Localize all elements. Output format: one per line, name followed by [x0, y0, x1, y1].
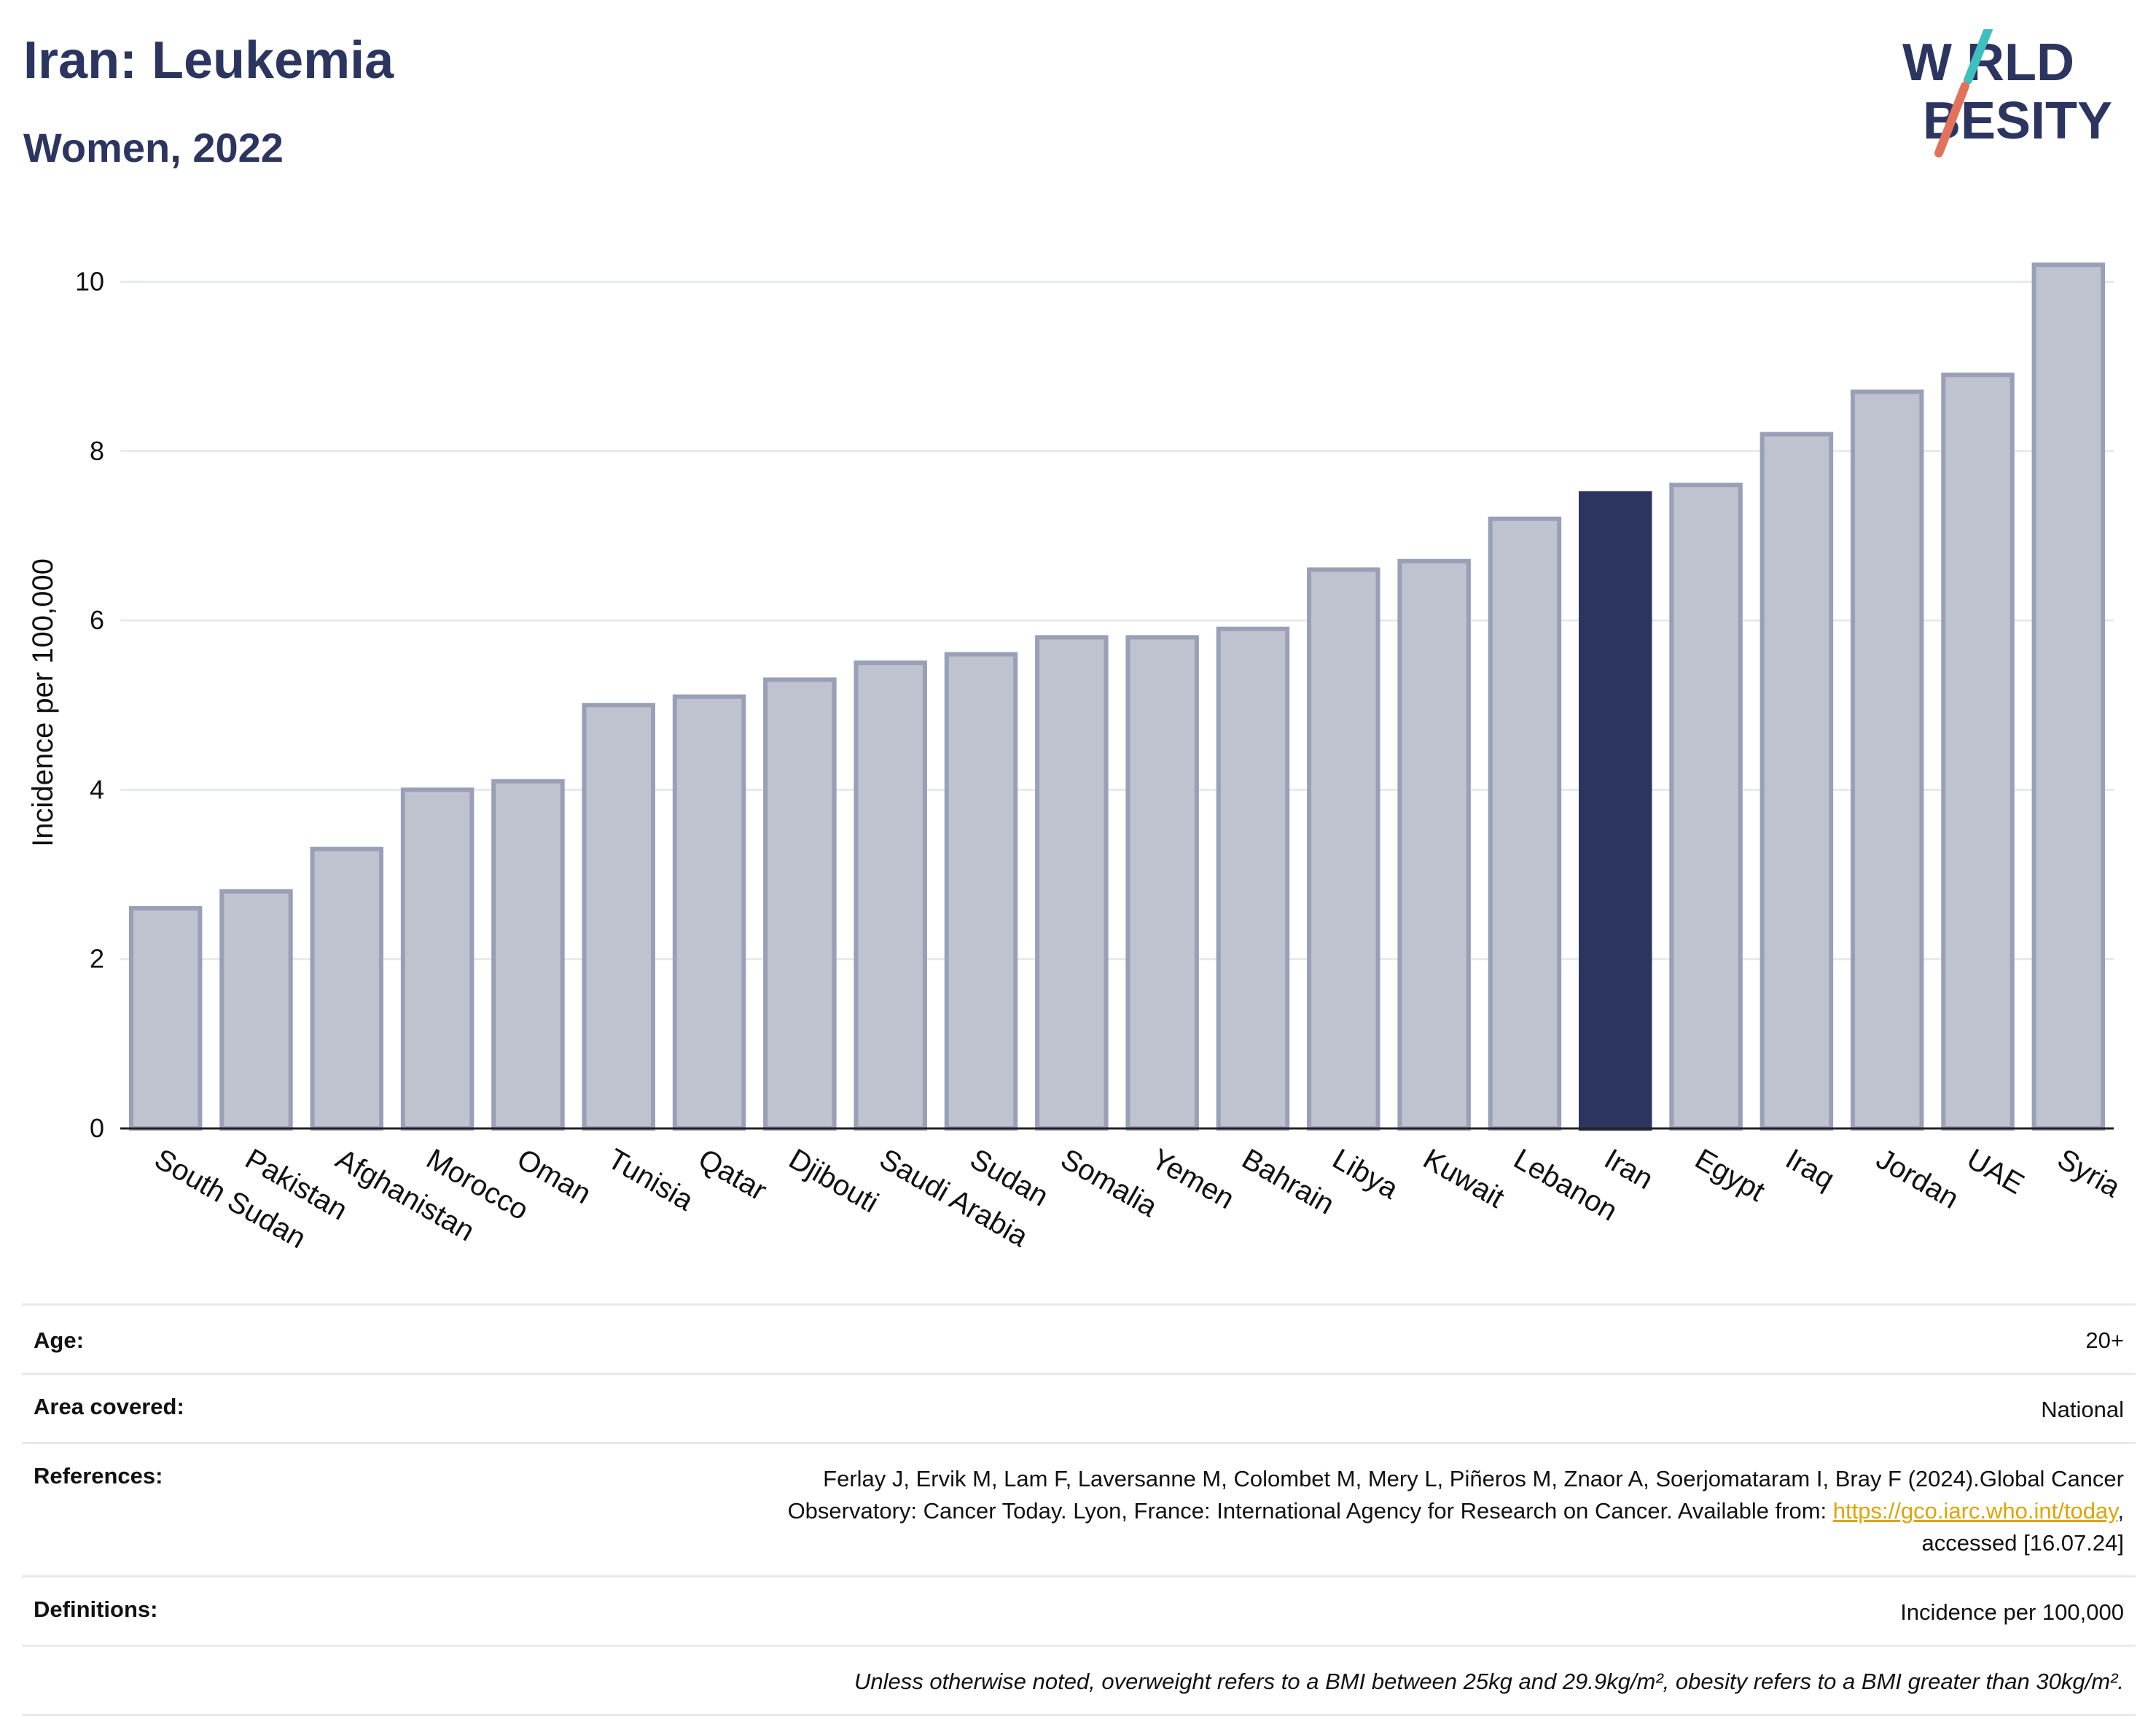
bar-libya[interactable]: [1307, 567, 1380, 1131]
info-row-definitions: Definitions: Incidence per 100,000: [22, 1575, 2136, 1645]
y-tick-label: 8: [90, 436, 104, 466]
x-tick-label: Tunisia: [602, 1143, 699, 1217]
references-line2-post: ,: [2117, 1498, 2124, 1524]
x-tick-label: Jordan: [1871, 1143, 1964, 1215]
x-tick-label: Djibouti: [784, 1143, 884, 1220]
y-tick-label: 6: [90, 605, 104, 635]
logo-line1: W RLD: [1902, 34, 2074, 92]
references-value: Ferlay J, Ervik M, Lam F, Laversanne M, …: [788, 1463, 2124, 1559]
x-tick-label: Egypt: [1690, 1143, 1770, 1208]
logo-slash-teal: [1964, 29, 1993, 85]
definitions-label: Definitions:: [34, 1596, 158, 1622]
x-tick-label: Bahrain: [1236, 1143, 1339, 1221]
info-row-note: Unless otherwise noted, overweight refer…: [22, 1645, 2136, 1716]
world-obesity-logo: W RLD BESITY: [1902, 29, 2112, 157]
axes: 0 2 4 6 8 10: [75, 266, 2114, 1143]
references-line2-pre: Observatory: Cancer Today. Lyon, France:…: [787, 1498, 1833, 1524]
bar-uae[interactable]: [1941, 373, 2015, 1131]
references-link[interactable]: https://gco.iarc.who.int/today: [1832, 1498, 2118, 1524]
bar-lebanon[interactable]: [1488, 516, 1562, 1131]
bar-somalia[interactable]: [1035, 635, 1109, 1131]
bar-qatar[interactable]: [672, 694, 746, 1131]
bar-afghanistan[interactable]: [310, 846, 384, 1131]
bar-jordan[interactable]: [1850, 389, 1924, 1131]
chart-title: Iran: Leukemia: [23, 31, 394, 90]
bar-chart: 0 2 4 6 8 10 South SudanPakistanAfghanistanMo…: [27, 262, 2126, 1255]
x-tick-label: Qatar: [693, 1143, 773, 1207]
info-row-area: Area covered: National: [22, 1373, 2136, 1442]
y-axis-title: Incidence per 100,000: [27, 558, 59, 847]
definitions-value: Incidence per 100,000: [1900, 1599, 2124, 1625]
x-tick-label: Iran: [1599, 1143, 1659, 1196]
info-row-age: Age: 20+: [22, 1303, 2136, 1373]
x-tick-label: Libya: [1327, 1143, 1404, 1206]
y-tick-label: 10: [75, 266, 104, 296]
y-tick-label: 0: [90, 1113, 104, 1143]
x-tick-label: Iraq: [1780, 1143, 1840, 1196]
x-tick-label: Lebanon: [1508, 1143, 1622, 1228]
x-tick-label: UAE: [1961, 1143, 2029, 1201]
bar-djibouti[interactable]: [763, 677, 837, 1131]
info-table: Age: 20+ Area covered: National Referenc…: [22, 1303, 2136, 1716]
x-tick-label: Yemen: [1146, 1143, 1240, 1216]
bar-egypt[interactable]: [1669, 483, 1743, 1131]
y-tick-label: 4: [90, 774, 104, 804]
bar-sudan[interactable]: [944, 652, 1018, 1131]
x-tick-label: Syria: [2052, 1143, 2126, 1204]
bars: [128, 262, 2106, 1131]
bar-bahrain[interactable]: [1216, 626, 1290, 1131]
logo-slash-coral: [1934, 82, 1969, 157]
bar-pakistan[interactable]: [219, 889, 293, 1131]
area-label: Area covered:: [34, 1394, 184, 1419]
bar-tunisia[interactable]: [582, 703, 655, 1131]
area-value: National: [2041, 1397, 2124, 1422]
x-tick-label: Kuwait: [1418, 1143, 1509, 1214]
references-line1: Ferlay J, Ervik M, Lam F, Laversanne M, …: [823, 1466, 2124, 1491]
info-row-references: References: Ferlay J, Ervik M, Lam F, La…: [22, 1442, 2136, 1575]
bar-saudi-arabia[interactable]: [854, 660, 927, 1131]
x-tick-label: South Sudan: [149, 1143, 311, 1255]
chart-subtitle: Women, 2022: [23, 125, 284, 171]
bmi-note: Unless otherwise noted, overweight refer…: [854, 1669, 2124, 1694]
bar-south-sudan[interactable]: [128, 906, 203, 1131]
references-line3: accessed [16.07.24]: [1921, 1530, 2124, 1556]
y-tick-label: 2: [90, 944, 104, 974]
bar-kuwait[interactable]: [1397, 558, 1471, 1131]
bar-syria[interactable]: [2031, 262, 2106, 1131]
x-tick-label: Somalia: [1055, 1143, 1163, 1224]
bar-iran[interactable]: [1579, 491, 1652, 1131]
bar-iraq[interactable]: [1759, 432, 1834, 1131]
bar-oman[interactable]: [491, 779, 565, 1131]
references-label: References:: [34, 1463, 163, 1489]
bar-morocco[interactable]: [400, 787, 474, 1131]
age-label: Age:: [34, 1327, 84, 1353]
age-value: 20+: [2085, 1327, 2124, 1353]
category-labels: South SudanPakistanAfghanistanMoroccoOma…: [149, 1143, 2126, 1255]
bar-yemen[interactable]: [1125, 635, 1199, 1131]
